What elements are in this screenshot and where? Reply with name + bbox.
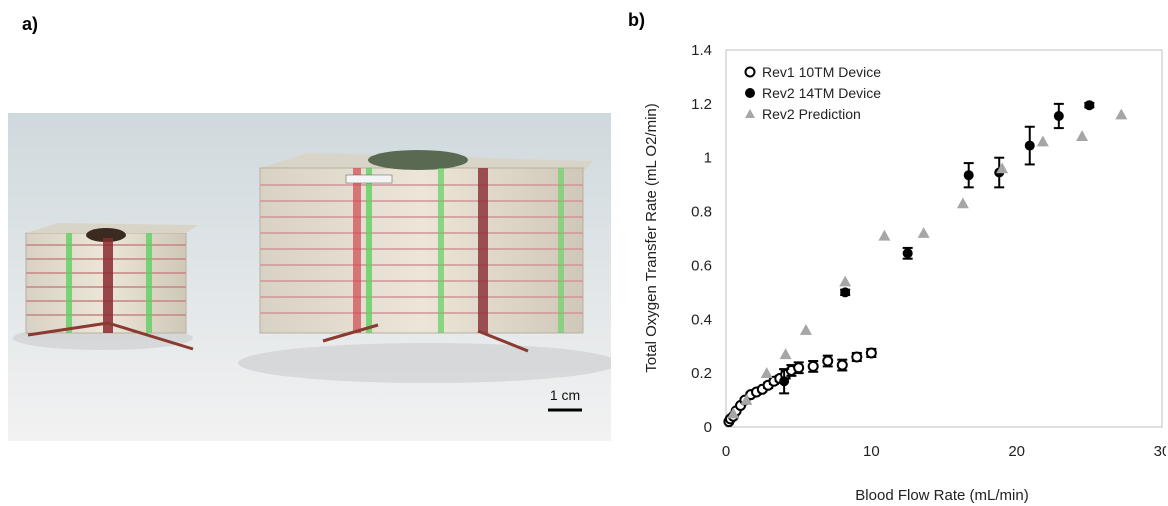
y-tick-label: 1.4 [691, 42, 712, 59]
data-point [839, 275, 852, 287]
panel-a-label: a) [22, 14, 39, 34]
x-tick-label: 0 [722, 443, 730, 460]
data-point [1024, 140, 1035, 151]
scale-bar: 1 cm [548, 387, 582, 412]
scale-bar-label: 1 cm [550, 387, 580, 403]
legend-label: Rev2 Prediction [762, 106, 861, 122]
y-tick-label: 0.4 [691, 311, 712, 328]
data-point [851, 351, 863, 363]
legend-marker [744, 66, 756, 78]
data-point [865, 347, 877, 359]
x-tick-label: 20 [1008, 443, 1025, 460]
data-point [807, 360, 819, 372]
chart-marks [723, 100, 1128, 428]
y-tick-label: 1 [704, 150, 712, 167]
data-point [836, 359, 848, 371]
data-point [1053, 110, 1064, 121]
chart-legend: Rev1 10TM Device Rev2 14TM Device Rev2 Pre… [744, 64, 881, 122]
small-device [25, 223, 198, 351]
y-tick-label: 0.8 [691, 204, 712, 221]
x-axis-ticks: 0 10 20 30 [722, 443, 1166, 460]
data-point [963, 170, 974, 181]
data-point [996, 162, 1009, 174]
data-point [1076, 130, 1089, 141]
x-tick-label: 30 [1154, 443, 1166, 460]
y-axis-ticks: 0 0.2 0.4 0.6 0.8 1 1.2 1.4 [691, 42, 712, 436]
oxygen-transfer-chart: 0 0.2 0.4 0.6 0.8 1 1.2 1.4 0 10 20 30 Blood Flow … [643, 42, 1166, 504]
y-axis-title: Total Oxygen Transfer Rate (mL O2/min) [643, 103, 660, 373]
data-point [779, 348, 792, 360]
data-point [1115, 108, 1128, 120]
legend-label: Rev1 10TM Device [762, 64, 881, 80]
y-tick-label: 0 [704, 419, 712, 436]
data-point [878, 229, 891, 241]
series-3 [727, 108, 1128, 419]
data-point [793, 362, 805, 374]
data-point [760, 367, 773, 378]
series-1 [723, 347, 877, 428]
large-device [259, 150, 593, 353]
y-tick-label: 0.2 [691, 365, 712, 382]
x-tick-label: 10 [863, 443, 880, 460]
legend-marker [745, 109, 755, 118]
legend-label: Rev2 14TM Device [762, 85, 881, 101]
data-point [740, 394, 753, 405]
data-point [902, 248, 913, 259]
data-point [822, 355, 834, 367]
data-point [727, 407, 740, 419]
device-photo: 1 cm [8, 113, 611, 441]
data-point [840, 287, 851, 298]
legend-marker [745, 88, 755, 98]
data-point [779, 376, 790, 387]
panel-b-label: b) [628, 10, 645, 30]
y-tick-label: 1.2 [691, 96, 712, 113]
data-point [956, 197, 969, 209]
data-point [799, 324, 812, 335]
data-point [917, 227, 930, 238]
data-point [1084, 100, 1095, 111]
y-tick-label: 0.6 [691, 257, 712, 274]
series-2 [779, 100, 1095, 395]
x-axis-title: Blood Flow Rate (mL/min) [855, 487, 1028, 504]
data-point [1036, 135, 1049, 147]
